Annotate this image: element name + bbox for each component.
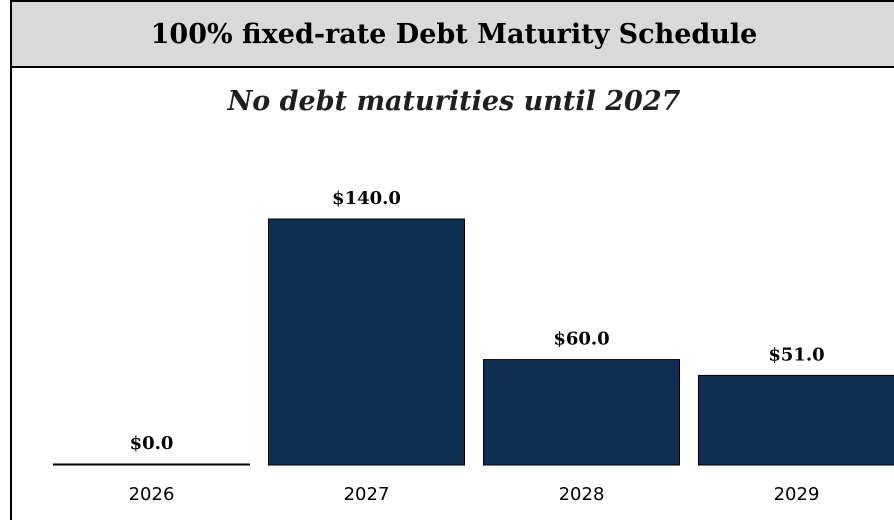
x-tick-label-2026: 2026	[129, 484, 175, 505]
bars-group	[53, 218, 894, 466]
bar-2027	[268, 218, 465, 466]
bar-2029	[698, 374, 894, 466]
value-label-2027: $140.0	[332, 188, 401, 209]
x-tick-label-2029: 2029	[774, 484, 820, 505]
chart-frame: 100% fixed-rate Debt Maturity Schedule N…	[10, 0, 894, 520]
value-label-2029: $51.0	[768, 344, 824, 365]
x-tick-label-2028: 2028	[559, 484, 605, 505]
bar-2028	[483, 359, 680, 466]
bar-2026	[53, 463, 250, 466]
x-tick-labels-group: 2026 2027 2028 2029	[129, 484, 820, 505]
value-label-2026: $0.0	[130, 433, 174, 454]
value-labels-group: $0.0 $140.0 $60.0 $51.0	[130, 188, 825, 454]
chart-subtitle: No debt maturities until 2027	[227, 86, 681, 117]
chart-title: 100% fixed-rate Debt Maturity Schedule	[12, 2, 894, 68]
value-label-2028: $60.0	[553, 329, 609, 350]
x-tick-label-2027: 2027	[344, 484, 390, 505]
